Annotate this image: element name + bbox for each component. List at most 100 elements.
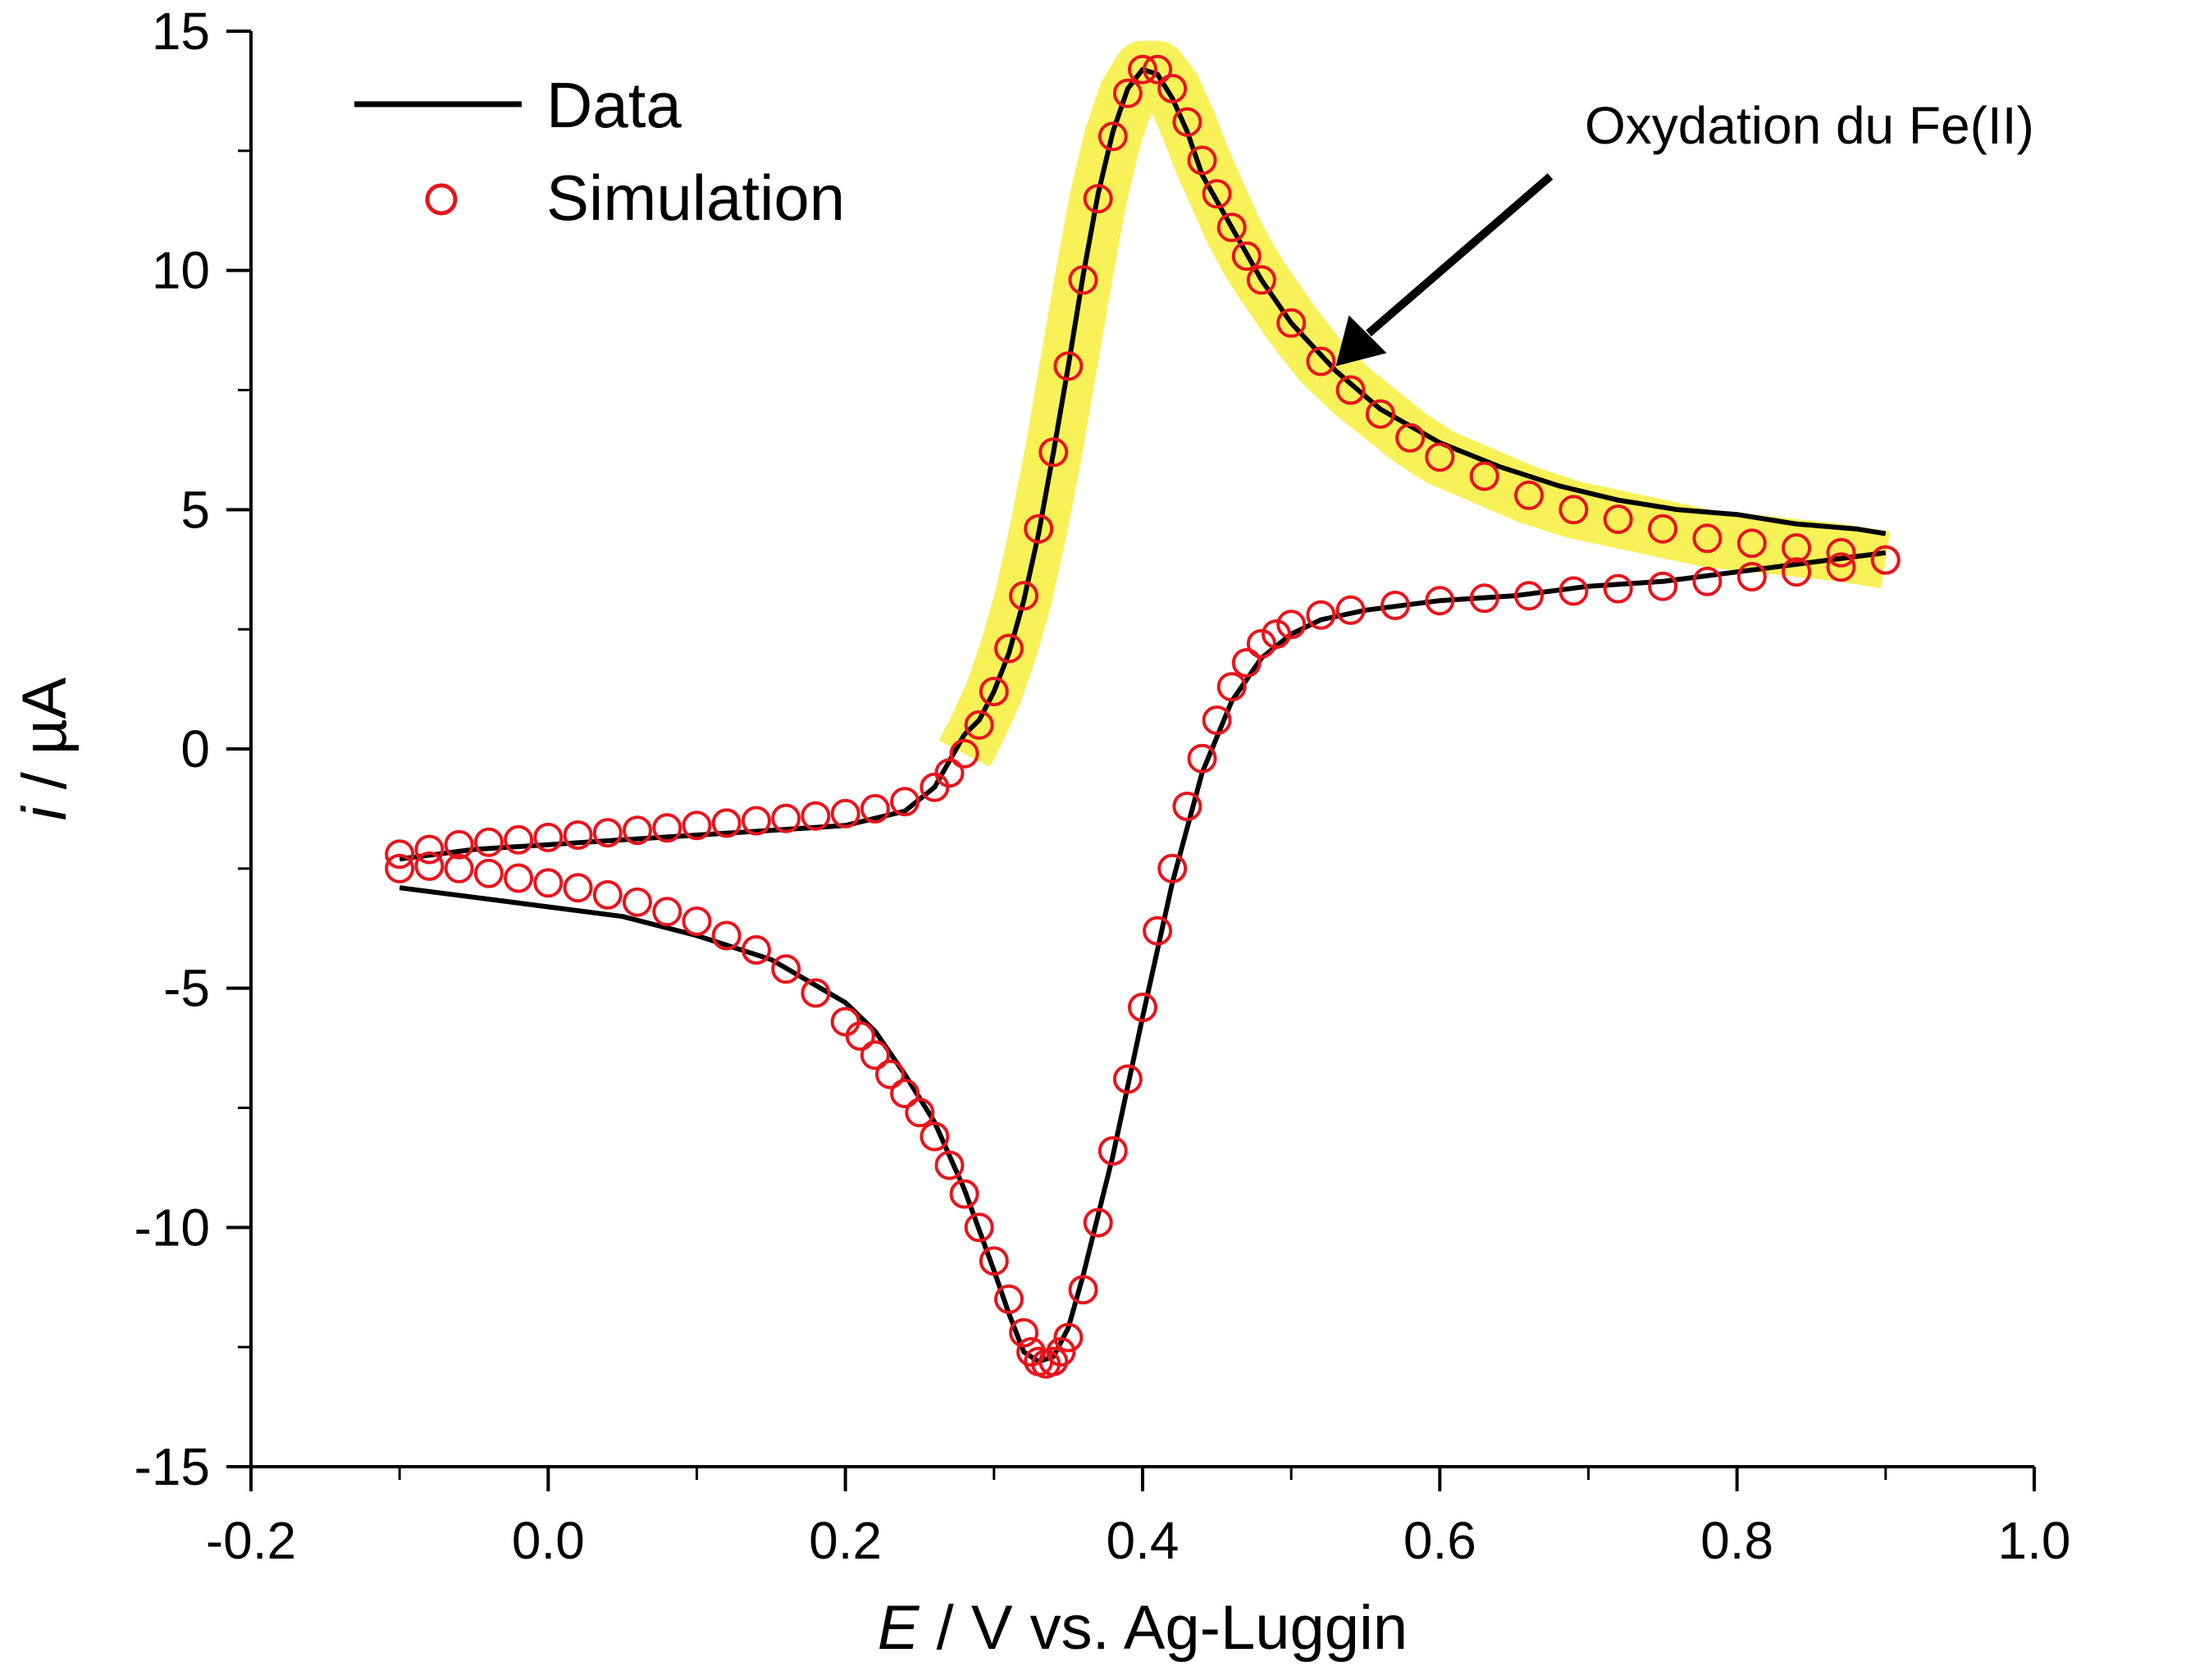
simulation-point [1335, 595, 1366, 625]
simulation-point [830, 1007, 860, 1037]
simulation-point [623, 815, 652, 846]
simulation-point [1053, 351, 1084, 381]
simulation-series [385, 54, 1901, 1379]
simulation-point [994, 1284, 1024, 1314]
simulation-point [1558, 495, 1589, 525]
y-tick-label: -5 [163, 959, 210, 1018]
simulation-point [1083, 1208, 1113, 1238]
simulation-point [1038, 437, 1069, 468]
simulation-point [949, 1179, 979, 1209]
simulation-point [1782, 533, 1812, 563]
y-tick-label: -15 [135, 1437, 211, 1496]
annotation-arrow-head [1335, 315, 1387, 367]
simulation-point [1335, 375, 1366, 405]
simulation-point [414, 834, 445, 865]
series-layer [385, 54, 1901, 1379]
simulation-point [1009, 581, 1039, 611]
simulation-point [979, 1246, 1009, 1276]
simulation-point [1826, 537, 1856, 568]
simulation-point [1172, 107, 1202, 137]
simulation-point [1514, 480, 1544, 510]
legend: Data Simulation [354, 69, 845, 234]
x-tick-label: 0.2 [809, 1511, 882, 1570]
x-tick-label: 0.8 [1700, 1511, 1773, 1570]
simulation-point [934, 758, 965, 788]
simulation-point [830, 798, 860, 829]
simulation-point [444, 853, 474, 883]
simulation-point [771, 954, 801, 984]
simulation-point [1782, 557, 1812, 587]
simulation-point [1469, 583, 1499, 614]
simulation-point [1143, 915, 1173, 946]
simulation-point [682, 810, 712, 841]
simulation-point [1024, 514, 1054, 544]
simulation-point [1246, 628, 1276, 659]
simulation-point [1648, 514, 1678, 544]
simulation-point [1083, 184, 1113, 214]
simulation-point [1128, 993, 1157, 1022]
y-tick-label: 15 [152, 2, 210, 61]
simulation-point [934, 1150, 965, 1180]
simulation-point [964, 1212, 994, 1243]
simulation-point [1380, 591, 1410, 620]
legend-simulation-swatch [425, 183, 458, 216]
simulation-point [1648, 571, 1678, 601]
simulation-point [1603, 573, 1633, 604]
simulation-point [385, 853, 415, 883]
simulation-point [414, 851, 445, 881]
simulation-point [1306, 600, 1336, 630]
simulation-point [845, 1021, 875, 1051]
simulation-point [592, 879, 623, 910]
simulation-point [801, 978, 831, 1008]
simulation-point [905, 1098, 935, 1128]
simulation-point [1068, 265, 1098, 295]
y-tick-label: 0 [180, 719, 210, 778]
simulation-point [890, 1079, 920, 1108]
simulation-point [801, 801, 831, 831]
simulation-point [652, 813, 682, 843]
simulation-point [1128, 54, 1157, 84]
simulation-point [563, 820, 593, 850]
simulation-point [1016, 1337, 1047, 1367]
simulation-point [964, 710, 994, 740]
data-line-segment [962, 66, 1887, 737]
simulation-point [1365, 399, 1395, 429]
simulation-point [1692, 523, 1723, 554]
x-tick-label: 0.0 [512, 1511, 585, 1570]
simulation-point [860, 793, 890, 824]
simulation-point [533, 822, 564, 852]
simulation-point [504, 863, 534, 893]
y-axis-title: i / µA [10, 677, 80, 820]
simulation-point [1098, 121, 1128, 152]
data-series [399, 66, 1887, 1364]
simulation-point [711, 808, 742, 838]
simulation-point [1098, 1136, 1128, 1166]
simulation-point [875, 1059, 905, 1089]
annotation-arrow-shaft [1366, 173, 1554, 337]
simulation-point [1276, 609, 1307, 640]
simulation-point [1603, 504, 1633, 534]
simulation-point [1469, 461, 1499, 491]
simulation-point [682, 906, 712, 936]
x-tick-label: 0.6 [1403, 1511, 1476, 1570]
simulation-point [1558, 576, 1589, 606]
simulation-point [979, 677, 1009, 706]
simulation-point [1202, 179, 1232, 209]
simulation-point [1395, 422, 1426, 453]
simulation-point [1425, 586, 1455, 616]
simulation-point [623, 887, 652, 917]
simulation-point [711, 920, 742, 951]
simulation-point [1826, 552, 1856, 582]
simulation-point [890, 787, 920, 817]
simulation-point [1053, 1322, 1084, 1353]
simulation-point [592, 818, 623, 848]
simulation-point [533, 868, 564, 898]
simulation-point [771, 803, 801, 833]
simulation-point [1112, 78, 1143, 108]
y-tick-label: 10 [152, 241, 210, 300]
simulation-point [1231, 241, 1262, 272]
simulation-point [1425, 442, 1455, 472]
simulation-point [1187, 743, 1217, 774]
simulation-point [1870, 545, 1901, 575]
annotation-label: Oxydation du Fe(II) [1585, 96, 2034, 155]
